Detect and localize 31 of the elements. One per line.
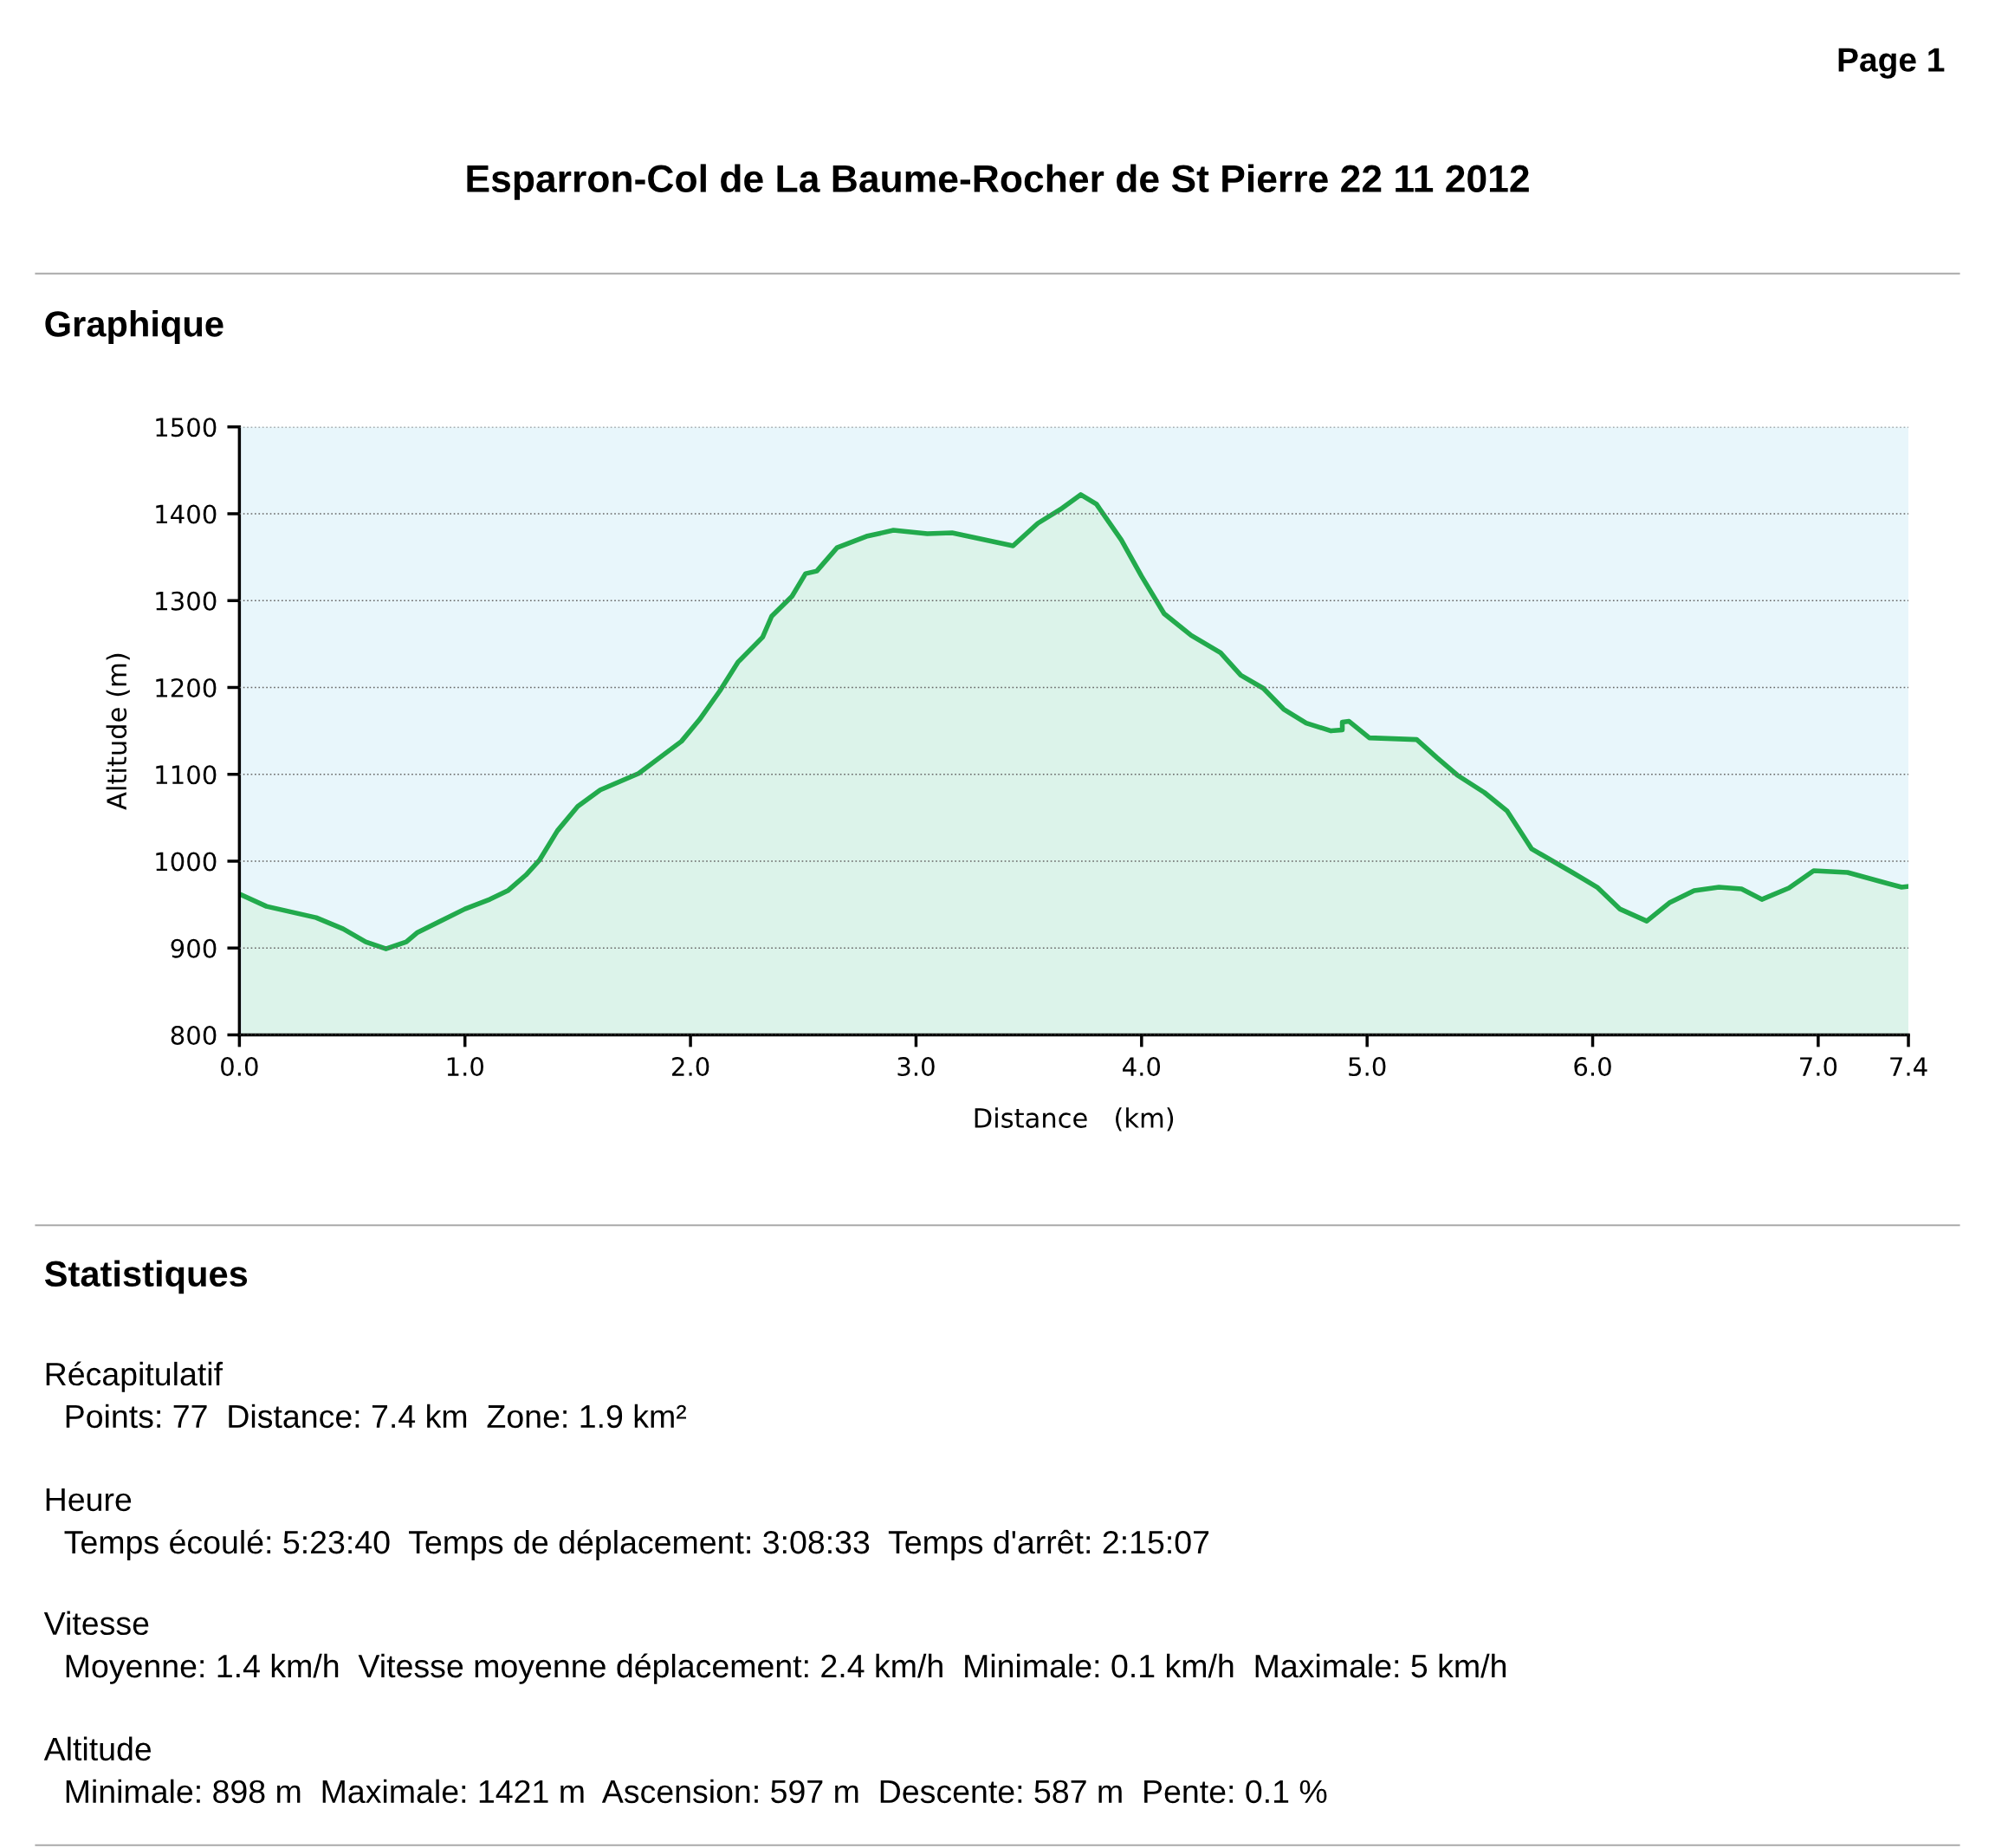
y-tick-label: 1000: [156, 852, 217, 872]
x-tick-label: 7.4: [1890, 1057, 1927, 1076]
text: Temps écoulé: 5:23:40 Temps de déplacement: 3:08:33 Temps d'arrêt: 2:15:07: [64, 1529, 1209, 1560]
chart-title: Esparron-Col de La Baume-Rocher de St Pierre 22 11 2012: [467, 164, 1529, 200]
text: Points: 77 Distance: 7.4 km Zone: 1.9 km²: [66, 1404, 687, 1429]
x-tick-label: 1.0: [447, 1056, 483, 1077]
text: Heure: [46, 1488, 132, 1512]
y-tick-label: 1100: [156, 765, 217, 785]
text: Graphique: [45, 310, 223, 344]
y-tick-label: 1400: [156, 504, 217, 524]
text: Altitude: [43, 1736, 152, 1761]
y-tick-label: 900: [171, 938, 217, 958]
x-axis-title: Distance (km): [975, 1107, 1174, 1131]
text: Récapitulatif: [46, 1361, 223, 1392]
y-tick-label: 800: [171, 1025, 217, 1045]
y-axis-title: Altitude (m): [106, 653, 130, 810]
x-tick-label: 4.0: [1123, 1056, 1161, 1077]
y-tick-label: 1500: [156, 418, 217, 438]
x-tick-label: 5.0: [1349, 1056, 1386, 1077]
text: Page 1: [1838, 48, 1945, 79]
text: Vitesse: [43, 1611, 149, 1636]
x-tick-label: 2.0: [672, 1056, 709, 1077]
x-tick-label: 7.0: [1800, 1056, 1837, 1077]
text: Statistiques: [44, 1260, 248, 1294]
y-tick-label: 1300: [156, 591, 217, 611]
text: Moyenne: 1.4 km/h Vitesse moyenne déplacement: 2.4 km/h Minimale: 0.1 km/h Maximale: 5 km/h: [66, 1653, 1506, 1684]
x-tick-label: 6.0: [1574, 1056, 1611, 1077]
x-tick-label: 3.0: [897, 1056, 935, 1077]
x-tick-label: 0.0: [221, 1056, 258, 1077]
text: Minimale: 898 m Maximale: 1421 m Ascension: 597 m Descente: 587 m Pente: 0.1 %: [66, 1779, 1327, 1804]
y-tick-label: 1200: [156, 678, 217, 697]
